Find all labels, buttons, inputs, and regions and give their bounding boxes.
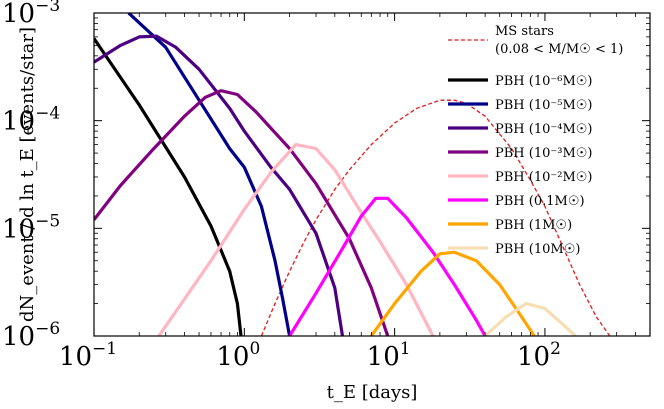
- x-tick-label-0: 10−1: [59, 339, 117, 372]
- series-line-7: [370, 250, 536, 336]
- y-tick-label-2: 10−4: [2, 104, 60, 137]
- axes-frame: [93, 12, 651, 337]
- y-tick-label-1: 10−5: [2, 211, 60, 244]
- y-tick-label-3: 10−3: [2, 0, 60, 29]
- series-line-2: [127, 13, 292, 336]
- x-tick-label-1: 100: [216, 339, 260, 372]
- axes-layer: 10−1 100 101 102 10−6 10−5 10−4 10−3 t_E [days] d…: [2, 0, 651, 403]
- legend-label-2: PBH (10⁻⁵M☉): [495, 98, 593, 113]
- series-line-3: [94, 34, 345, 336]
- x-tick-label-3: 102: [517, 339, 561, 372]
- legend-label-3: PBH (10⁻⁴M☉): [495, 122, 593, 137]
- series-line-6: [288, 196, 487, 336]
- x-axis-label: t_E [days]: [327, 382, 418, 403]
- y-axis-label: dN_event / d ln t_E [events/star]: [17, 27, 38, 322]
- y-tick-label-0: 10−6: [2, 319, 60, 352]
- plot-area: [94, 13, 650, 336]
- legend: MS stars (0.08 < M/M☉ < 1) PBH (10⁻⁶M☉) PBH…: [448, 24, 623, 257]
- legend-label-8: PBH (10M☉): [495, 242, 580, 257]
- legend-label-0-line2: (0.08 < M/M☉ < 1): [495, 42, 623, 57]
- legend-label-1: PBH (10⁻⁶M☉): [495, 74, 593, 89]
- legend-label-5: PBH (10⁻²M☉): [495, 170, 593, 185]
- x-tick-label-2: 101: [367, 339, 411, 372]
- series-line-0: [260, 99, 611, 336]
- series-line-1: [94, 37, 243, 336]
- legend-label-7: PBH (1M☉): [495, 218, 572, 233]
- series-layer: [94, 13, 611, 336]
- legend-label-6: PBH (0.1M☉): [495, 194, 585, 209]
- series-line-5: [157, 143, 435, 336]
- series-line-8: [484, 302, 577, 336]
- legend-label-0: MS stars: [495, 24, 554, 39]
- legend-label-4: PBH (10⁻³M☉): [495, 146, 593, 161]
